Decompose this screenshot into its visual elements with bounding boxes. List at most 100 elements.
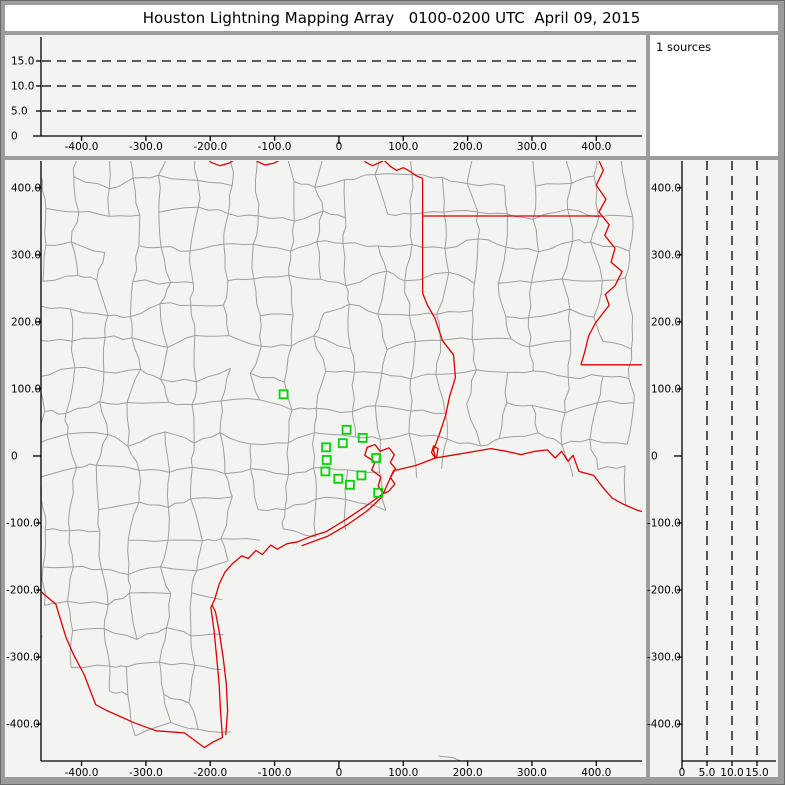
county-line [249, 346, 262, 374]
county-line [602, 277, 626, 282]
county-line [448, 271, 475, 284]
county-line [441, 177, 445, 213]
county-line [167, 539, 203, 542]
ew-tick-label: -200.0 [193, 767, 227, 779]
ns-tick-label: -200.0 [647, 585, 681, 597]
county-line [163, 694, 172, 723]
county-line [127, 446, 140, 471]
altitude-ew-panel[interactable]: 0 5.0 10.0 15.0 -400.0 -300.0 -200.0 -100.0 0 100… [5, 35, 646, 156]
county-line [76, 463, 97, 468]
county-line [108, 666, 111, 692]
county-line [313, 467, 317, 500]
county-line [189, 250, 194, 284]
altitude-ew-plot[interactable]: 0 5.0 10.0 15.0 -400.0 -300.0 -200.0 -100.0 0 100… [5, 35, 646, 156]
county-line [159, 302, 191, 306]
county-line [103, 368, 141, 374]
county-line [290, 314, 294, 347]
county-line [41, 367, 75, 377]
ew-tick-label: 0 [336, 767, 343, 779]
county-line [597, 400, 635, 405]
altitude-ns-plot[interactable]: 400.0 300.0 200.0 100.0 0 -100.0 -200.0 -300.0 -… [647, 160, 778, 779]
county-line [101, 569, 109, 605]
county-line [567, 308, 571, 341]
lma-station-marker [373, 487, 384, 498]
county-line [160, 540, 169, 568]
ew-tick-label: -400.0 [65, 141, 99, 153]
galveston-bay-line [364, 443, 397, 495]
county-line [288, 251, 292, 276]
ns-tick-label: -200.0 [6, 585, 40, 597]
county-line [374, 173, 413, 176]
county-line [505, 213, 508, 248]
county-line [168, 498, 191, 508]
county-line [252, 215, 259, 245]
county-line [253, 243, 291, 252]
county-line [480, 765, 506, 767]
plan-view-map-plot[interactable]: 400.0 300.0 200.0 100.0 0 -100.0 -200.0 -300.0 -… [5, 160, 646, 779]
county-line [96, 252, 106, 281]
county-line [561, 241, 574, 280]
county-line [283, 345, 293, 383]
ew-tick-label: 400.0 [581, 141, 611, 153]
county-line [620, 161, 626, 183]
county-line [159, 662, 165, 695]
county-line [593, 316, 604, 342]
county-line [535, 182, 572, 187]
plan-view-map-panel[interactable]: 400.0 300.0 200.0 100.0 0 -100.0 -200.0 -300.0 -… [5, 160, 646, 779]
county-line [436, 272, 450, 315]
county-line [409, 378, 413, 412]
county-line [352, 405, 376, 413]
ns-tick-label: 400.0 [651, 182, 681, 194]
county-line [126, 661, 160, 668]
county-line [435, 374, 446, 414]
county-line [374, 373, 383, 407]
county-line [96, 280, 109, 316]
altitude-tick-label: 0 [11, 131, 18, 143]
county-line [597, 465, 626, 470]
county-line [107, 592, 130, 606]
ew-tick-label: 100.0 [388, 767, 418, 779]
lma-station-marker [333, 473, 344, 484]
county-line [160, 347, 169, 380]
county-line [288, 467, 314, 476]
county-line [44, 208, 47, 246]
county-line [404, 280, 411, 316]
county-line [531, 404, 566, 414]
county-line [109, 665, 127, 668]
county-line [158, 212, 162, 248]
county-line [138, 215, 141, 246]
county-line [74, 366, 105, 373]
ew-tick-label: 0 [336, 141, 343, 153]
county-line [624, 181, 634, 217]
county-line [167, 335, 195, 348]
altitude-ns-panel[interactable]: 400.0 300.0 200.0 100.0 0 -100.0 -200.0 -300.0 -… [647, 160, 778, 779]
ew-tick-label: -300.0 [129, 141, 163, 153]
county-line [316, 240, 343, 244]
ew-tick-label: 100.0 [388, 141, 418, 153]
county-line [258, 508, 285, 512]
county-line [41, 338, 73, 342]
county-line [157, 175, 161, 213]
county-line [409, 214, 413, 245]
county-line [222, 305, 230, 336]
county-line [190, 304, 224, 307]
county-line [160, 566, 197, 572]
county-line [255, 179, 260, 216]
county-line [404, 271, 449, 282]
lma-station-marker [337, 438, 348, 449]
county-line [312, 432, 315, 468]
county-line [288, 275, 294, 316]
louisiana-coast-line [435, 447, 642, 513]
county-line [565, 161, 572, 184]
county-line [567, 340, 572, 378]
county-line [223, 243, 254, 245]
county-line [166, 593, 172, 628]
county-line [445, 238, 479, 249]
county-line [562, 278, 603, 282]
county-line [409, 174, 414, 215]
county-line [528, 308, 570, 319]
county-line [202, 538, 222, 542]
county-line [131, 337, 168, 348]
county-line [191, 381, 198, 405]
ns-tick-label: 200.0 [11, 316, 41, 328]
